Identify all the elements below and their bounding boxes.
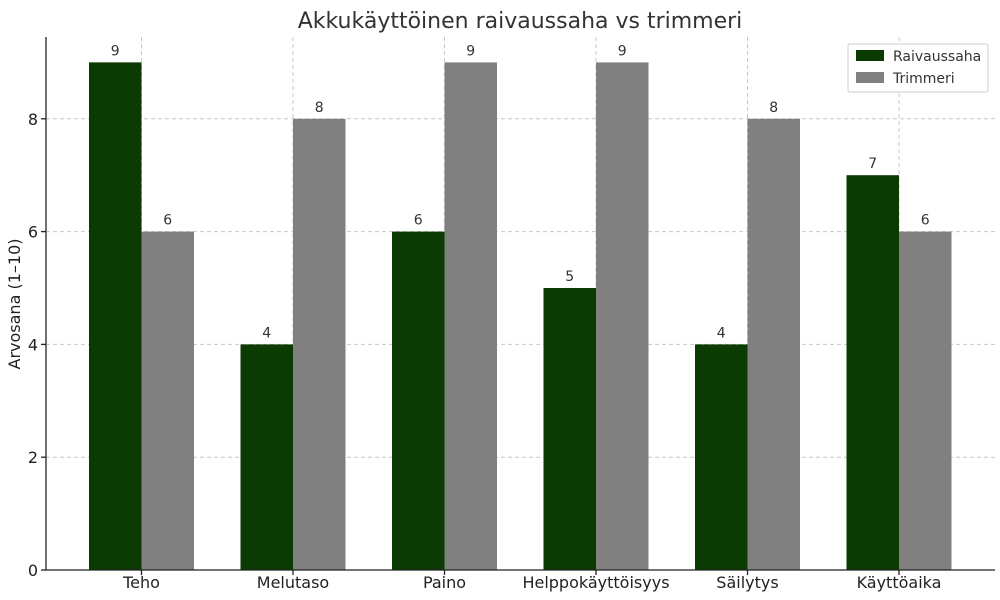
bar-raivaussaha — [89, 62, 142, 570]
y-tick-label: 6 — [28, 223, 38, 242]
bar-trimmeri — [899, 231, 952, 571]
bar-raivaussaha — [240, 344, 293, 570]
tick-labels: 0 2 4 6 8 Teho Melutaso Paino Helppokäyttöisyys S… — [28, 110, 942, 592]
y-tick-label: 8 — [28, 110, 38, 129]
data-label: 8 — [315, 100, 324, 116]
legend: Raivaussaha Trimmeri — [847, 43, 989, 93]
data-label: 9 — [618, 43, 627, 59]
y-axis-label: Arvosana (1–10) — [5, 239, 24, 370]
x-tick-label: Säilytys — [716, 573, 778, 592]
bar-raivaussaha — [846, 175, 899, 570]
data-label: 9 — [466, 43, 475, 59]
data-label: 6 — [921, 213, 930, 229]
legend-swatch-raivaussaha — [856, 50, 884, 61]
data-label: 8 — [769, 100, 778, 116]
data-label: 6 — [414, 213, 423, 229]
x-tick-label: Helppokäyttöisyys — [522, 573, 669, 592]
legend-label-trimmeri: Trimmeri — [892, 71, 955, 87]
x-tick-label: Teho — [122, 573, 160, 592]
axes — [41, 37, 995, 575]
data-label: 5 — [565, 269, 574, 285]
y-tick-label: 4 — [28, 335, 38, 354]
bar-trimmeri — [596, 62, 649, 570]
x-tick-label: Käyttöaika — [857, 573, 942, 592]
bar-trimmeri — [141, 231, 194, 571]
bar-trimmeri — [293, 118, 346, 570]
data-labels: 9 4 6 5 4 7 6 8 9 9 8 6 — [111, 43, 930, 341]
bar-raivaussaha — [543, 287, 596, 570]
legend-swatch-trimmeri — [856, 72, 884, 83]
bars — [89, 62, 952, 571]
x-tick-label: Paino — [423, 573, 466, 592]
data-label: 4 — [262, 325, 271, 341]
bar-raivaussaha — [695, 344, 748, 570]
legend-label-raivaussaha: Raivaussaha — [893, 49, 981, 65]
data-label: 4 — [717, 325, 726, 341]
data-label: 6 — [163, 213, 172, 229]
data-label: 9 — [111, 43, 120, 59]
y-tick-label: 0 — [28, 561, 38, 580]
x-tick-label: Melutaso — [257, 573, 329, 592]
bar-trimmeri — [747, 118, 800, 570]
y-tick-label: 2 — [28, 448, 38, 467]
bar-raivaussaha — [392, 231, 445, 571]
data-label: 7 — [868, 156, 877, 172]
chart-title: Akkukäyttöinen raivaussaha vs trimmeri — [298, 9, 743, 34]
bar-trimmeri — [444, 62, 497, 570]
